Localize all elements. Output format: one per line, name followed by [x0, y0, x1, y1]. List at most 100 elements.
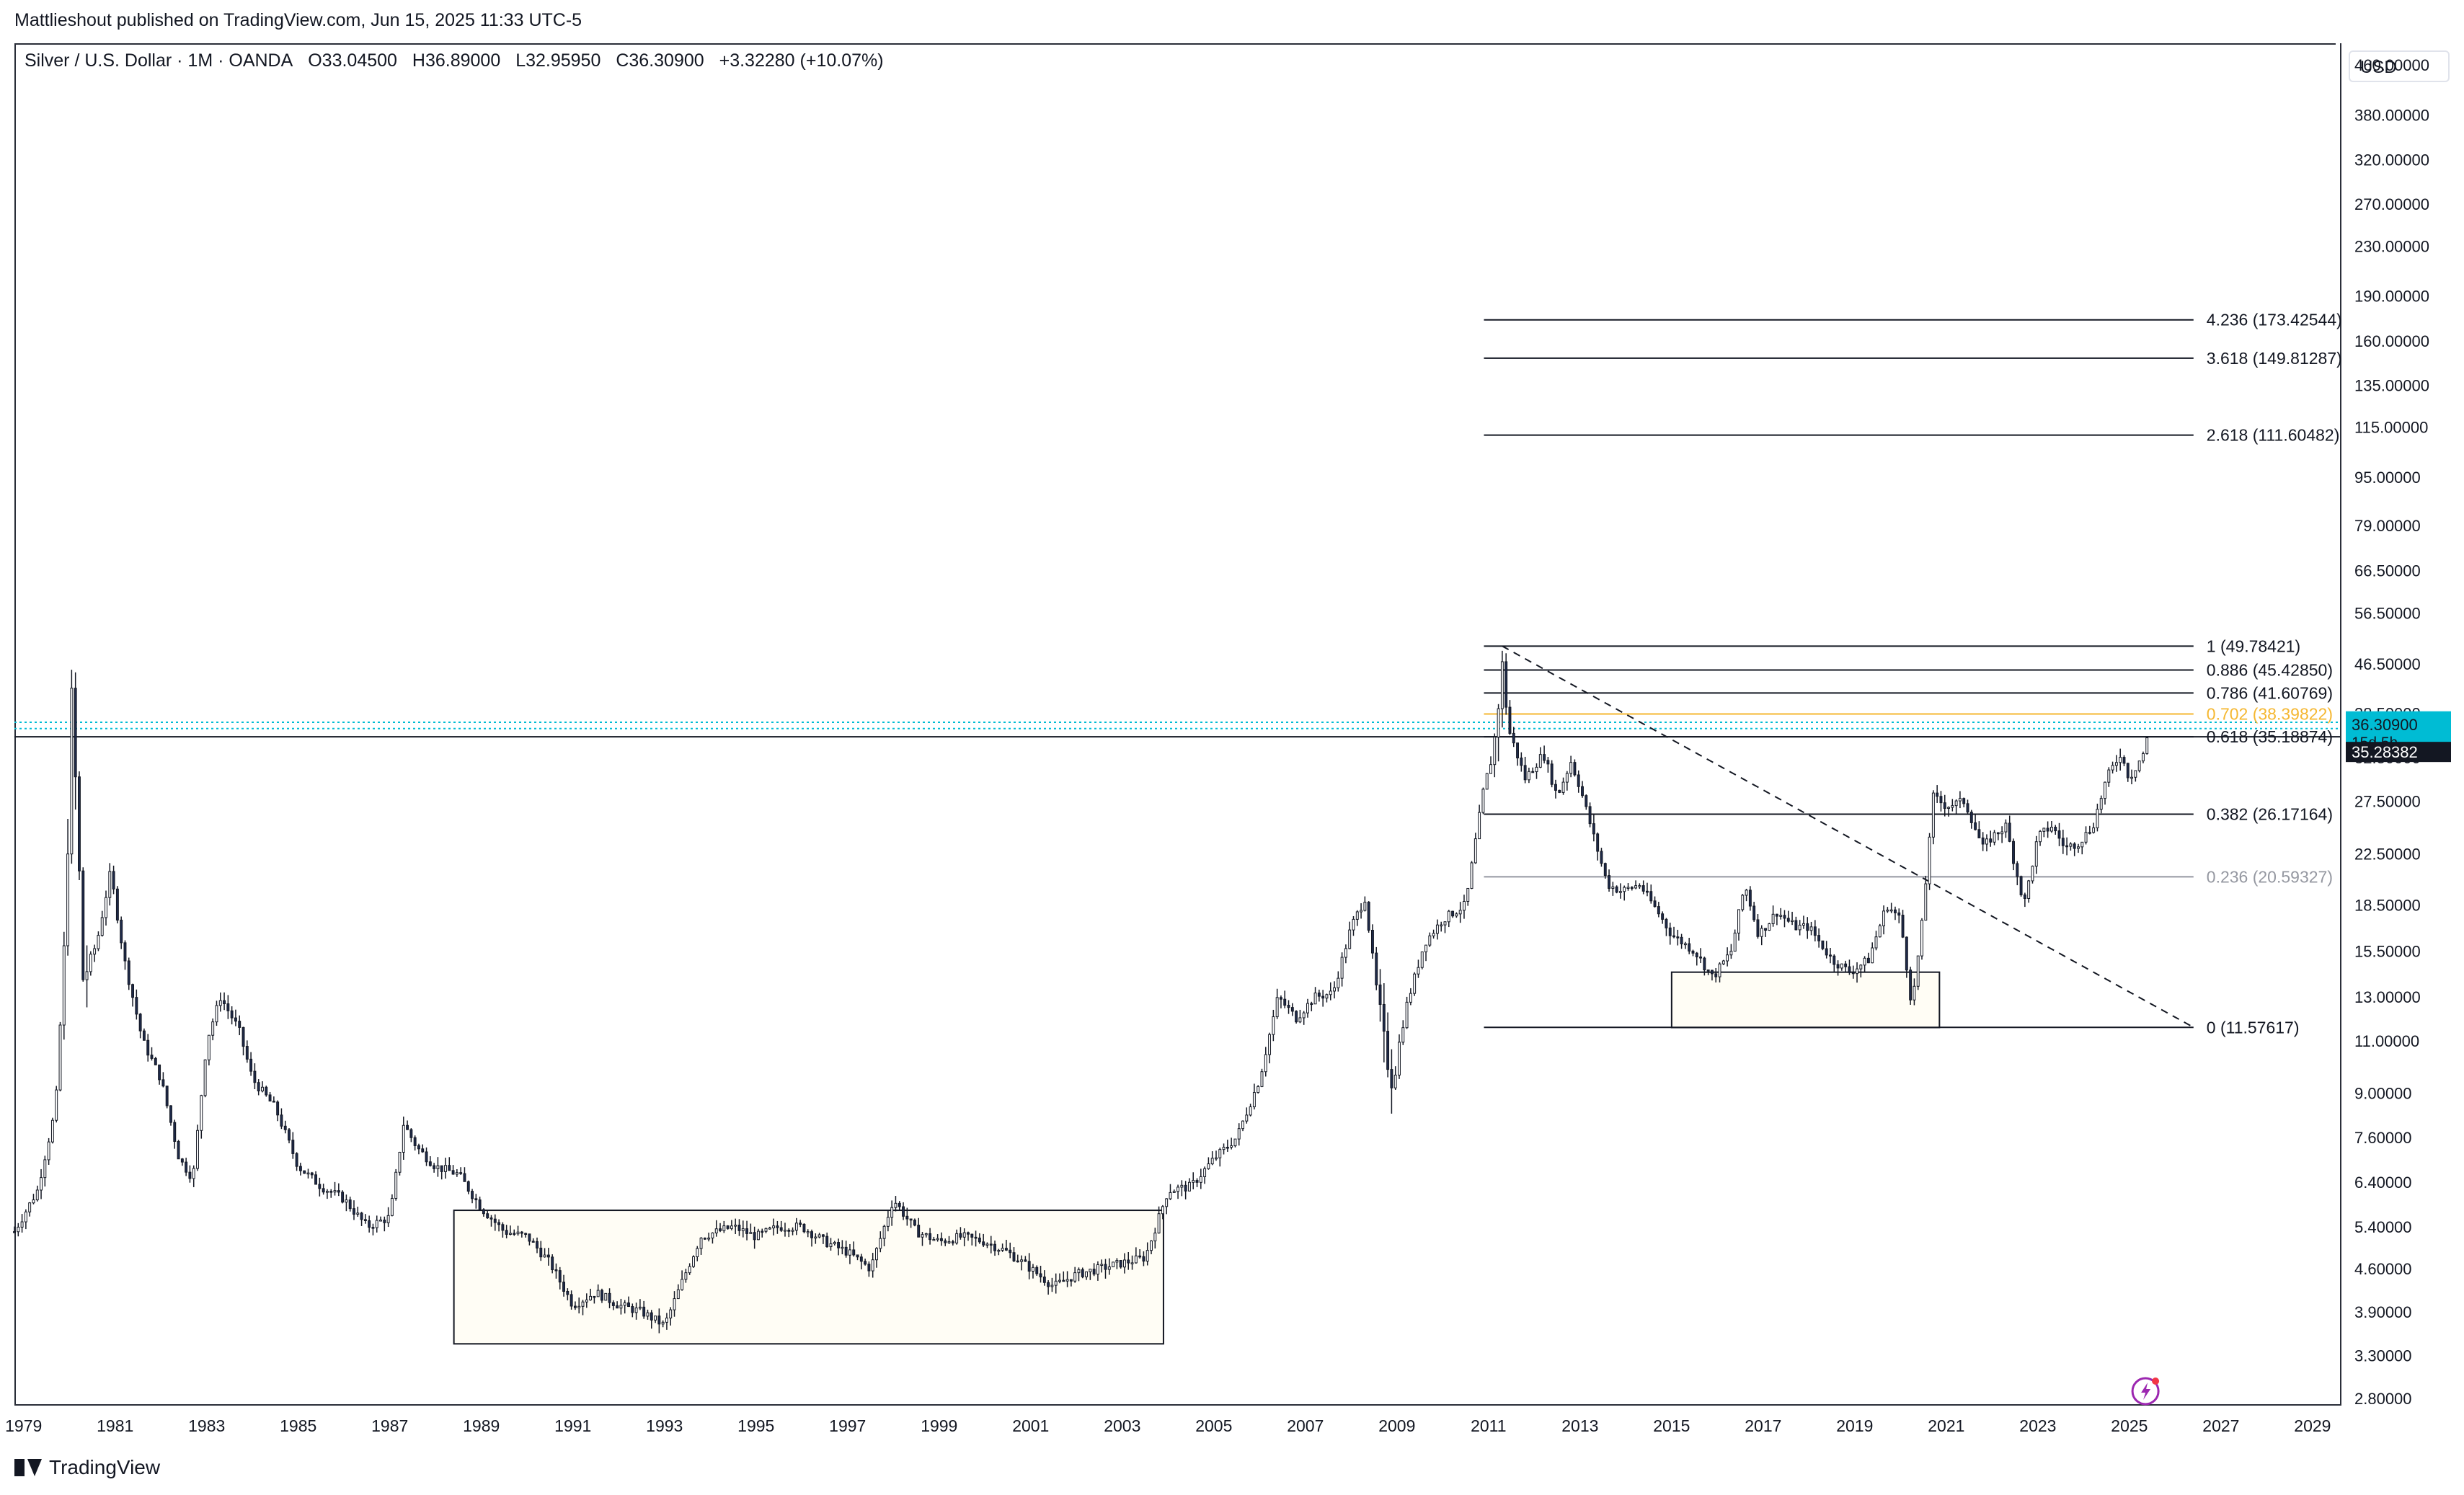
candle-body — [1218, 1149, 1222, 1158]
candle-body — [1535, 766, 1538, 773]
candle-body — [1295, 1011, 1298, 1023]
candle-body — [1035, 1266, 1039, 1274]
candle-body — [2145, 737, 2149, 754]
price-axis-tick: 66.50000 — [2354, 562, 2421, 580]
candle-body — [1581, 786, 1584, 797]
fib-level-label: 3.618 (149.81287) — [2207, 349, 2342, 368]
candle-body — [551, 1256, 554, 1270]
candle-body — [1974, 822, 1977, 830]
candle-body — [1634, 885, 1638, 889]
price-axis-tick: 4.60000 — [2354, 1260, 2412, 1278]
time-axis-tick: 1983 — [188, 1416, 225, 1435]
candle-body — [1527, 771, 1530, 781]
candle-body — [261, 1086, 264, 1091]
candle-body — [1905, 936, 1908, 971]
candle-body — [1523, 765, 1527, 781]
candle-body — [2016, 863, 2019, 877]
candle-body — [142, 1030, 146, 1041]
candle-body — [1851, 972, 1855, 975]
candle-body — [989, 1243, 993, 1246]
candle-body — [1993, 832, 1996, 843]
candle-body — [841, 1246, 844, 1249]
candle-body — [879, 1238, 882, 1249]
candle-body — [779, 1227, 783, 1231]
candle-body — [1729, 951, 1733, 956]
low-value: L32.95950 — [515, 50, 601, 71]
candle-body — [1447, 910, 1450, 923]
candle-body — [1592, 823, 1595, 835]
candle-body — [1958, 798, 1962, 802]
candle-body — [2000, 831, 2004, 835]
time-axis-tick: 1995 — [737, 1416, 774, 1435]
candle-body — [1355, 911, 1359, 920]
candle-body — [24, 1211, 27, 1223]
candle-body — [1618, 891, 1622, 893]
currency-button[interactable]: USD — [2349, 50, 2450, 82]
candle-body — [1856, 968, 1858, 975]
symbol-info[interactable]: Silver / U.S. Dollar · 1M · OANDA — [25, 50, 293, 71]
candle-body — [601, 1290, 603, 1301]
candle-body — [1936, 792, 1939, 797]
candle-body — [1833, 955, 1836, 965]
candle-body — [1203, 1168, 1207, 1177]
price-axis-tick: 22.50000 — [2354, 845, 2421, 863]
candle-body — [440, 1165, 443, 1172]
candle-body — [539, 1247, 543, 1258]
candle-body — [234, 1017, 237, 1022]
candle-body — [2111, 765, 2114, 771]
price-axis-tick: 27.50000 — [2354, 793, 2421, 811]
candle-body — [1821, 940, 1825, 949]
candle-body — [2141, 753, 2145, 762]
candle-body — [417, 1145, 420, 1150]
candle-body — [1413, 973, 1417, 994]
time-axis-tick: 1997 — [829, 1416, 866, 1435]
candle-body — [737, 1225, 741, 1231]
candle-body — [1928, 836, 1931, 884]
candle-body — [314, 1174, 318, 1185]
candle-body — [1508, 706, 1512, 734]
candle-body — [638, 1306, 642, 1309]
candle-body — [1257, 1086, 1260, 1093]
candle-body — [2122, 757, 2126, 764]
candle-body — [1283, 998, 1287, 1006]
time-axis-border — [14, 1404, 2341, 1406]
candle-body — [115, 888, 119, 920]
candle-body — [2134, 770, 2137, 778]
candle-body — [1985, 838, 1988, 845]
candle-body — [1463, 901, 1466, 911]
price-axis-tick: 3.90000 — [2354, 1303, 2412, 1321]
candle-body — [1829, 954, 1832, 957]
candle-body — [1737, 909, 1740, 933]
candle-body — [1550, 763, 1554, 785]
candle-body — [1134, 1255, 1138, 1264]
candle-body — [390, 1197, 394, 1216]
candle-body — [1726, 954, 1729, 962]
candle-body — [627, 1302, 630, 1308]
flash-icon-bolt — [2141, 1383, 2151, 1400]
candle-body — [570, 1294, 573, 1307]
candle-body — [2027, 880, 2031, 899]
candle-body — [1142, 1256, 1145, 1262]
candle-body — [894, 1202, 898, 1208]
price-axis-tick: 230.00000 — [2354, 237, 2429, 255]
candle-body — [1470, 862, 1473, 889]
candle-body — [726, 1225, 730, 1229]
candle-body — [1165, 1198, 1169, 1207]
candle-body — [646, 1312, 650, 1317]
candle-body — [516, 1231, 520, 1235]
candle-body — [665, 1317, 668, 1323]
chart-pane[interactable] — [14, 43, 2336, 1406]
candle-body — [1268, 1034, 1272, 1055]
candle-body — [1180, 1184, 1184, 1188]
candle-body — [1569, 762, 1573, 774]
candle-body — [1798, 924, 1802, 931]
candle-body — [554, 1269, 558, 1272]
candle-body — [455, 1172, 458, 1175]
candle-body — [1069, 1279, 1073, 1282]
candle-body — [1561, 781, 1565, 793]
candle-body — [2008, 822, 2011, 842]
candle-body — [1157, 1213, 1161, 1234]
candle-body — [1714, 973, 1718, 977]
tradingview-logo[interactable]: TradingView — [14, 1456, 160, 1479]
candle-body — [1866, 957, 1870, 964]
